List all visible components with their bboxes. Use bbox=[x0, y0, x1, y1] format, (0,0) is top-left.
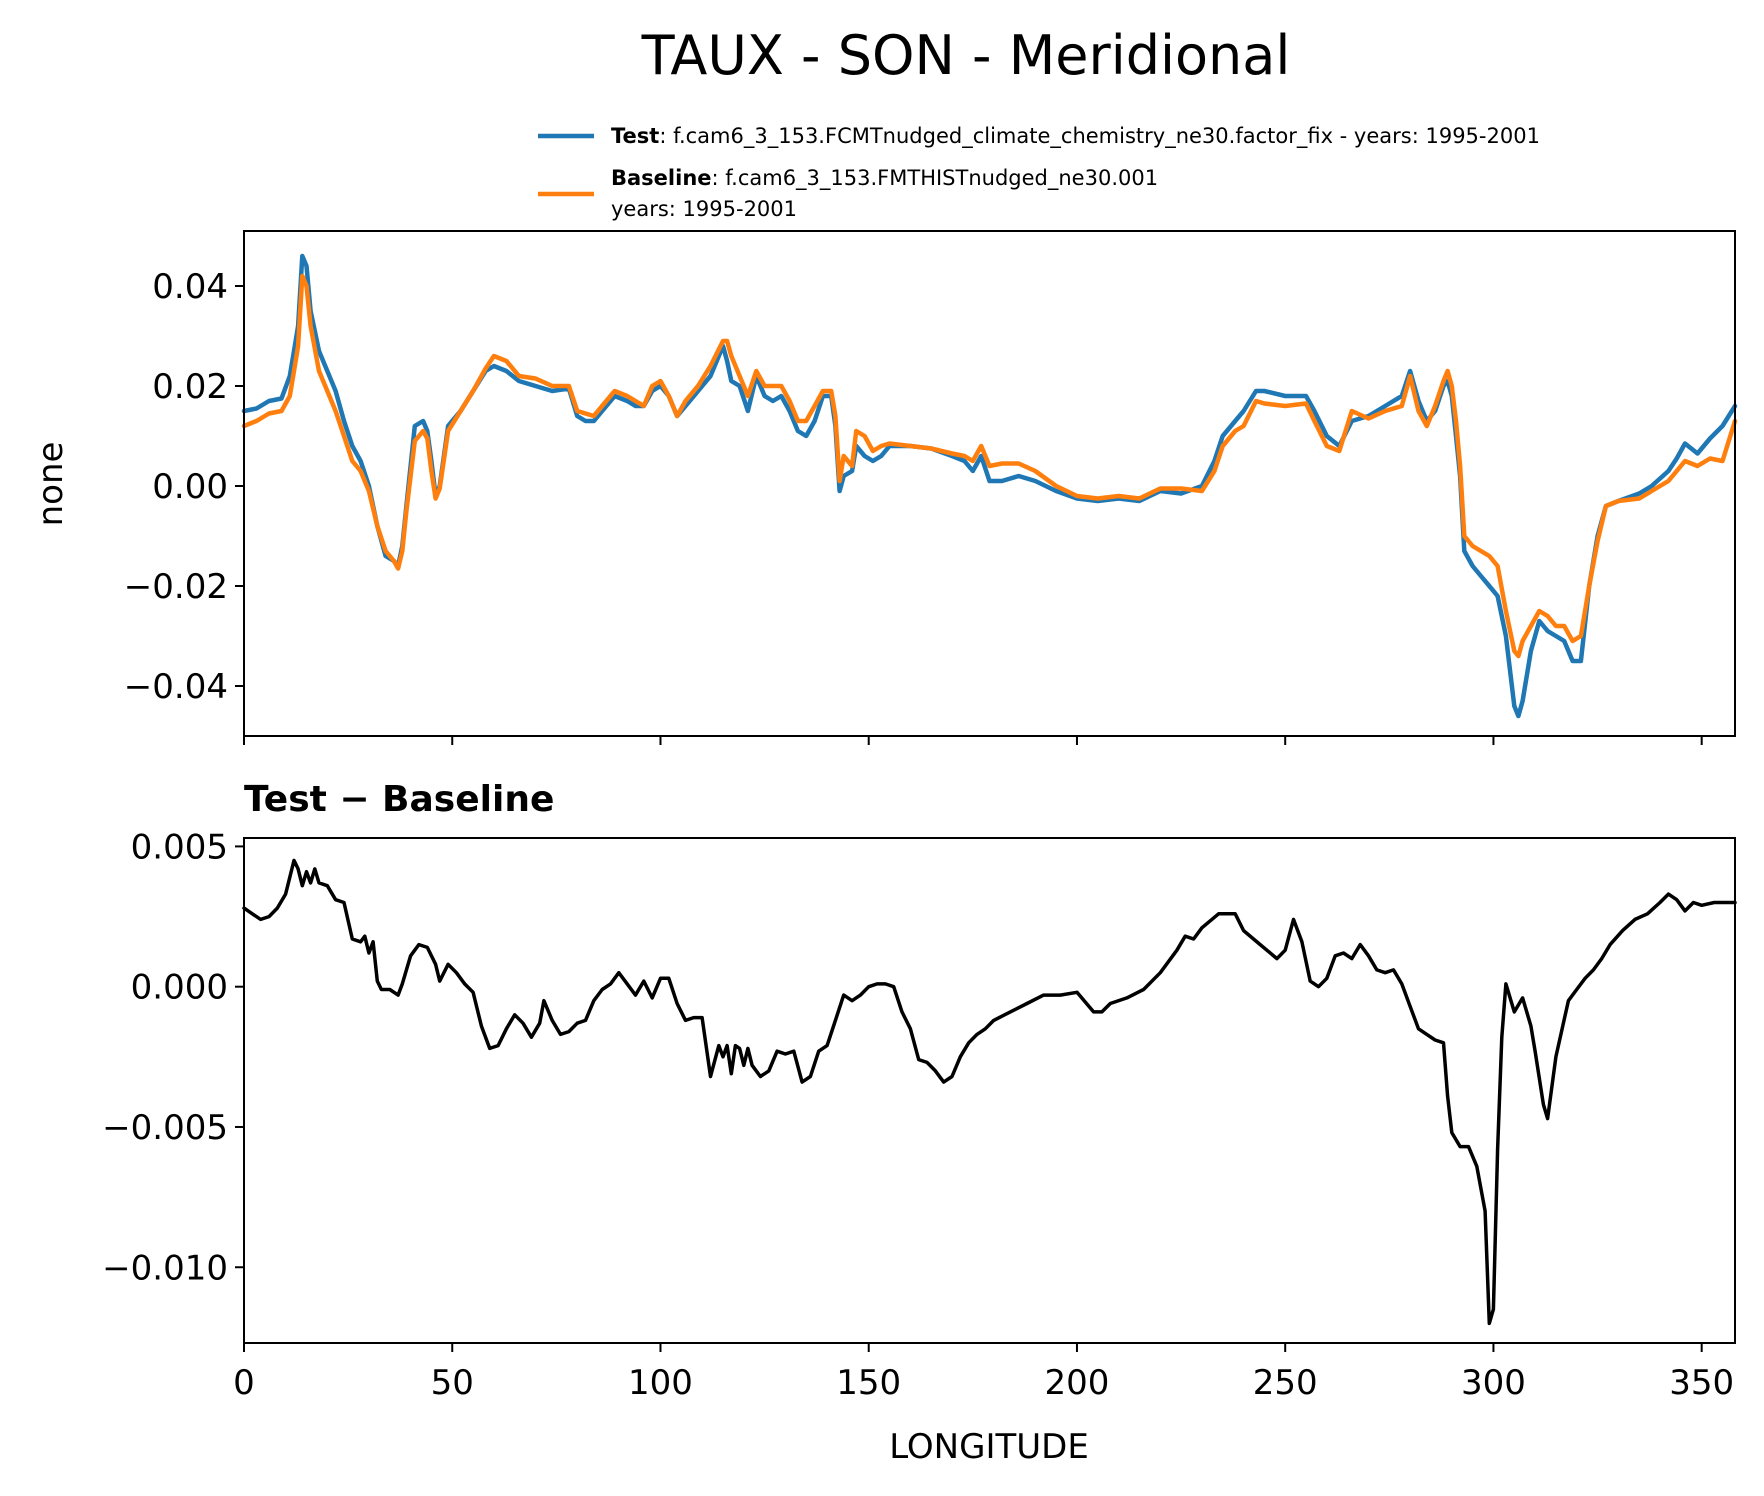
y-tick-label: −0.010 bbox=[102, 1248, 228, 1288]
y-tick-label: −0.005 bbox=[102, 1108, 228, 1148]
x-tick-label: 250 bbox=[1253, 1363, 1318, 1403]
top-panel-y-ticks: −0.04 −0.02 0.00 0.02 0.04 bbox=[124, 267, 244, 707]
top-panel: −0.04 −0.02 0.00 0.02 0.04 none bbox=[31, 230, 1738, 745]
legend: Test: f.cam6_3_153.FCMTnudged_climate_ch… bbox=[538, 124, 1540, 221]
top-panel-y-label: none bbox=[31, 442, 71, 527]
legend-baseline-sep: : bbox=[712, 166, 726, 190]
x-tick-label: 350 bbox=[1669, 1363, 1734, 1403]
bottom-panel-frame bbox=[243, 837, 1736, 1344]
y-tick-label: 0.000 bbox=[131, 968, 228, 1008]
legend-baseline-text2: years: 1995-2001 bbox=[611, 197, 797, 221]
bottom-panel: Test − Baseline −0.010 −0.005 0.000 0.005 0… bbox=[102, 779, 1737, 1467]
legend-test-sep: : bbox=[659, 124, 673, 148]
bottom-panel-title: Test − Baseline bbox=[244, 779, 554, 820]
legend-baseline-name: Baseline bbox=[611, 166, 712, 190]
legend-entry-test: Test: f.cam6_3_153.FCMTnudged_climate_ch… bbox=[611, 124, 1540, 149]
legend-test-name: Test bbox=[611, 124, 659, 148]
bottom-panel-x-ticks: 0 50 100 150 200 250 300 350 bbox=[233, 1343, 1734, 1403]
y-tick-label: −0.02 bbox=[124, 567, 228, 607]
bottom-panel-lines bbox=[242, 858, 1737, 1326]
x-tick-label: 150 bbox=[836, 1363, 901, 1403]
legend-entry-baseline: Baseline: f.cam6_3_153.FMTHISTnudged_ne3… bbox=[611, 166, 1158, 191]
y-tick-label: 0.04 bbox=[152, 267, 228, 307]
legend-test-text: f.cam6_3_153.FCMTnudged_climate_chemistr… bbox=[673, 124, 1540, 149]
y-tick-label: 0.00 bbox=[152, 467, 228, 507]
top-panel-frame bbox=[243, 230, 1736, 737]
bottom-panel-x-label: LONGITUDE bbox=[889, 1427, 1089, 1467]
x-tick-label: 100 bbox=[628, 1363, 693, 1403]
x-tick-label: 300 bbox=[1461, 1363, 1526, 1403]
top-panel-x-ticks bbox=[243, 736, 1703, 745]
y-tick-label: 0.02 bbox=[152, 367, 228, 407]
x-tick-label: 50 bbox=[431, 1363, 474, 1403]
y-tick-label: 0.005 bbox=[131, 827, 228, 867]
x-tick-label: 200 bbox=[1045, 1363, 1110, 1403]
top-panel-lines bbox=[241, 253, 1738, 719]
y-tick-label: −0.04 bbox=[124, 667, 228, 707]
legend-baseline-text: f.cam6_3_153.FMTHISTnudged_ne30.001 bbox=[725, 166, 1158, 191]
figure-title: TAUX - SON - Meridional bbox=[641, 24, 1291, 87]
series-line-test bbox=[241, 253, 1738, 719]
bottom-panel-y-ticks: −0.010 −0.005 0.000 0.005 bbox=[102, 827, 244, 1288]
x-tick-label: 0 bbox=[233, 1363, 255, 1403]
series-line-difference bbox=[242, 858, 1737, 1326]
series-line-baseline bbox=[241, 273, 1738, 659]
